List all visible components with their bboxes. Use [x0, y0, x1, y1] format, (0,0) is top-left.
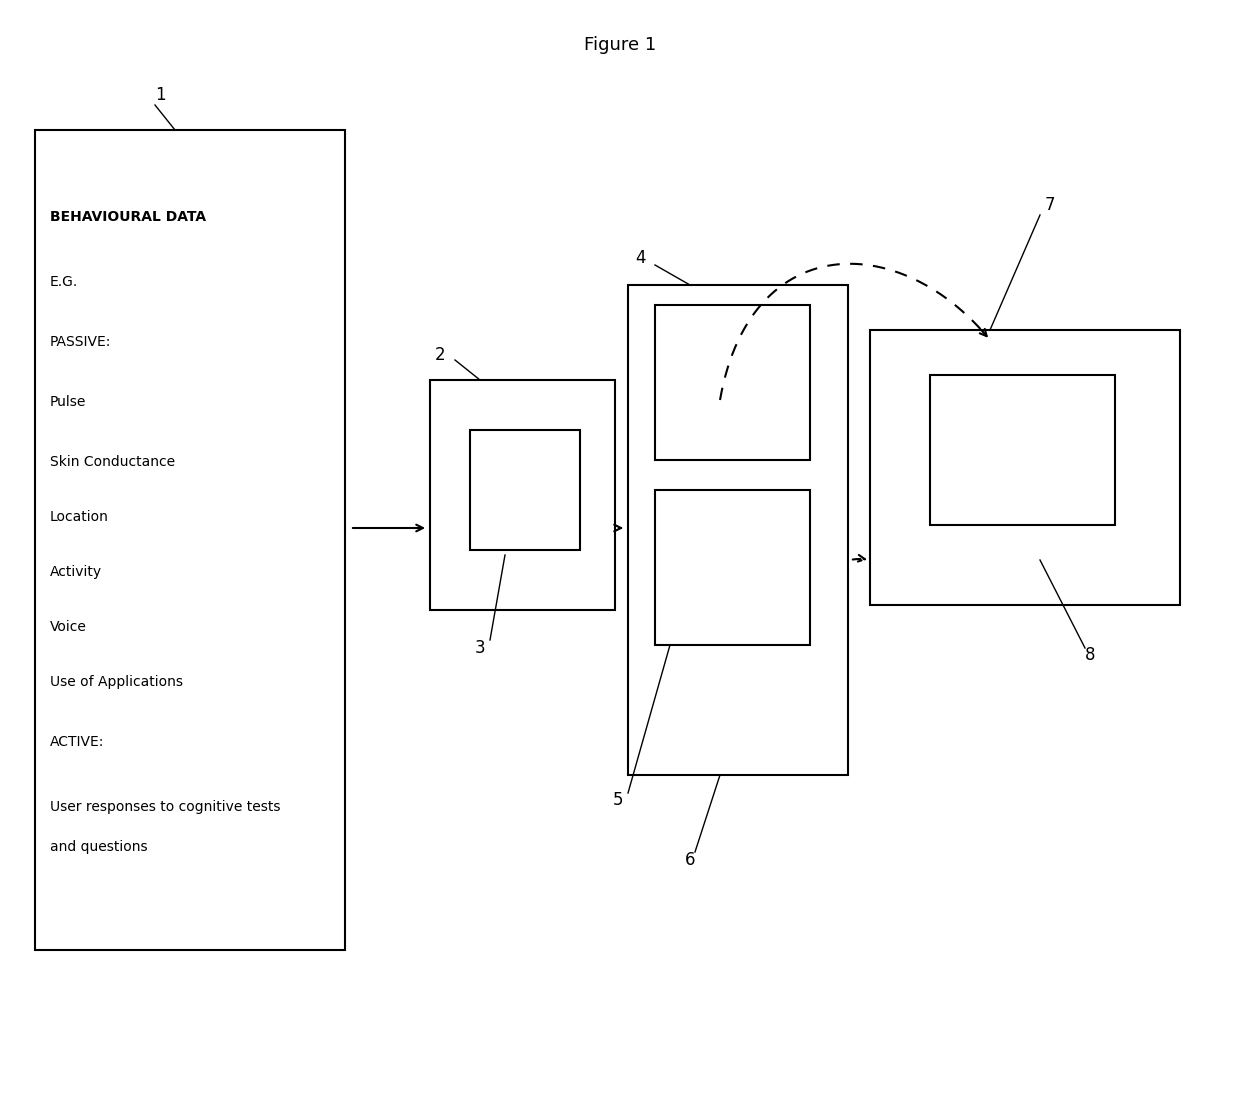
Bar [870, 330, 1180, 605]
Text: BEHAVIOURAL DATA: BEHAVIOURAL DATA [50, 211, 206, 224]
Text: Skin Conductance: Skin Conductance [50, 455, 175, 469]
Text: Activity: Activity [50, 564, 102, 579]
Text: ACTIVE:: ACTIVE: [50, 735, 104, 749]
Text: Location: Location [50, 510, 109, 524]
Bar [470, 430, 580, 550]
Text: 5: 5 [613, 791, 624, 809]
Bar [35, 130, 345, 950]
Text: 8: 8 [1085, 646, 1095, 664]
Text: E.G.: E.G. [50, 276, 78, 289]
Bar [655, 305, 810, 460]
Text: Use of Applications: Use of Applications [50, 675, 184, 689]
Text: Figure 1: Figure 1 [584, 36, 656, 54]
Bar [930, 375, 1115, 525]
Text: 2: 2 [435, 346, 445, 364]
Bar [430, 380, 615, 610]
Text: and questions: and questions [50, 840, 148, 853]
Text: 6: 6 [684, 851, 696, 869]
Text: 7: 7 [1045, 196, 1055, 214]
Text: Voice: Voice [50, 620, 87, 634]
Text: PASSIVE:: PASSIVE: [50, 335, 112, 349]
Text: 3: 3 [475, 640, 485, 657]
Bar [655, 491, 810, 645]
Text: 1: 1 [155, 86, 165, 104]
Text: 4: 4 [635, 249, 645, 267]
Text: Pulse: Pulse [50, 395, 87, 409]
Bar [627, 284, 848, 775]
Text: User responses to cognitive tests: User responses to cognitive tests [50, 800, 280, 814]
